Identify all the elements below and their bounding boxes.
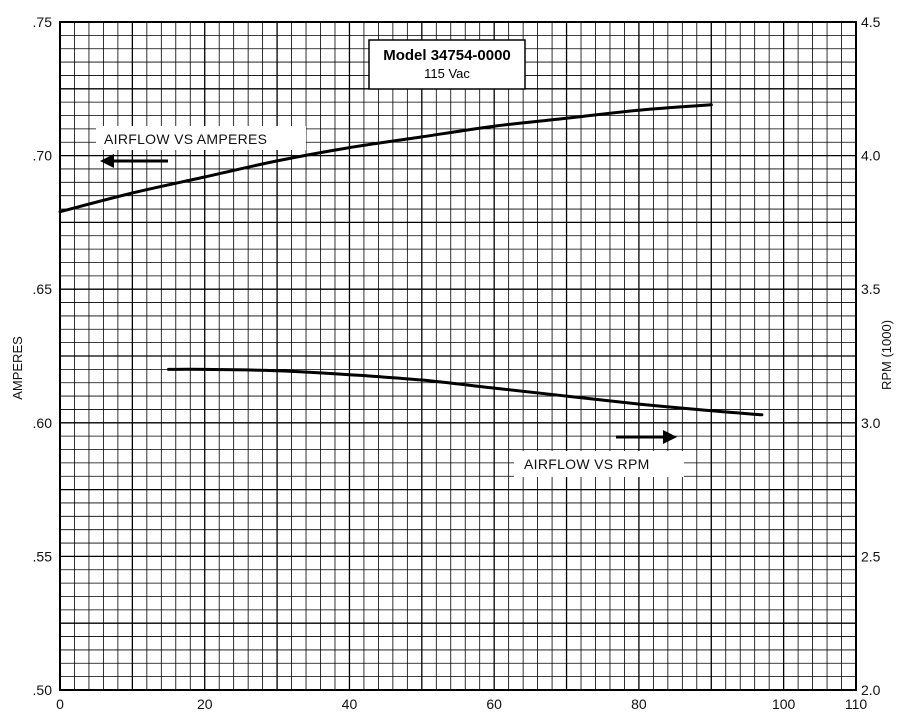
annotation-rpm-label: AIRFLOW VS RPM xyxy=(524,456,650,472)
x-axis-ticks: 0 20 40 60 80 100 110 xyxy=(56,696,867,712)
y-axis-left-ticks: .50 .55 .60 .65 .70 .75 xyxy=(33,14,53,698)
y-axis-right-ticks: 2.0 2.5 3.0 3.5 4.0 4.5 xyxy=(861,14,881,698)
left-arrow-icon xyxy=(100,154,114,168)
x-tick-label: 60 xyxy=(486,696,502,712)
annotation-rpm-bg xyxy=(514,451,684,477)
model-title-box: Model 34754-0000 115 Vac xyxy=(368,39,526,90)
y-axis-right-title: RPM (1000) xyxy=(879,320,894,390)
annotation-amperes: AIRFLOW VS AMPERES xyxy=(96,126,306,168)
chart-subtitle: 115 Vac xyxy=(424,66,470,81)
annotation-amperes-label: AIRFLOW VS AMPERES xyxy=(104,131,267,147)
y-tick-label-left: .60 xyxy=(33,415,53,431)
annotation-rpm: AIRFLOW VS RPM xyxy=(514,430,684,477)
x-tick-label: 110 xyxy=(845,696,868,712)
plot-frame xyxy=(59,21,857,691)
y-tick-label-right: 4.5 xyxy=(861,14,881,30)
series-layer xyxy=(58,103,764,417)
y-tick-label-left: .50 xyxy=(33,682,53,698)
y-tick-label-right: 4.0 xyxy=(861,148,881,164)
y-tick-label-right: 2.5 xyxy=(861,548,881,564)
y-tick-label-left: .55 xyxy=(33,548,53,564)
x-tick-label: 20 xyxy=(197,696,213,712)
y-tick-label-right: 3.0 xyxy=(861,415,881,431)
y-tick-label-right: 2.0 xyxy=(861,682,881,698)
y-tick-label-left: .75 xyxy=(33,14,53,30)
x-tick-label: 0 xyxy=(56,696,64,712)
chart-title: Model 34754-0000 xyxy=(383,47,511,64)
y-tick-label-left: .65 xyxy=(33,281,53,297)
annotation-amperes-bg xyxy=(96,126,306,150)
model-box-frame xyxy=(368,39,526,90)
right-arrow-icon xyxy=(663,430,677,444)
x-tick-label: 40 xyxy=(342,696,358,712)
y-axis-left-title: AMPERES xyxy=(10,336,25,400)
y-tick-label-left: .70 xyxy=(33,148,53,164)
y-tick-label-right: 3.5 xyxy=(861,281,881,297)
series-line-rpm xyxy=(167,367,764,417)
x-tick-label: 100 xyxy=(772,696,796,712)
series-line-amperes xyxy=(58,103,713,214)
chart-grid xyxy=(60,22,856,690)
x-tick-label: 80 xyxy=(631,696,647,712)
